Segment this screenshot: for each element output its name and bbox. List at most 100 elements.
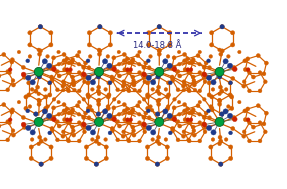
Circle shape [47, 66, 51, 69]
Circle shape [202, 65, 206, 69]
Circle shape [176, 138, 180, 142]
Circle shape [157, 85, 161, 89]
Circle shape [69, 68, 72, 71]
Circle shape [37, 99, 41, 103]
Circle shape [246, 107, 250, 111]
Circle shape [77, 139, 81, 143]
Circle shape [97, 92, 101, 96]
Circle shape [227, 63, 233, 68]
Circle shape [193, 88, 197, 92]
Circle shape [87, 66, 91, 69]
Circle shape [51, 67, 56, 72]
Circle shape [170, 67, 174, 70]
Circle shape [62, 109, 66, 113]
Circle shape [109, 67, 113, 70]
Circle shape [37, 98, 40, 102]
Circle shape [146, 59, 150, 63]
Circle shape [246, 68, 250, 71]
Circle shape [10, 110, 14, 114]
Circle shape [44, 106, 48, 110]
Circle shape [44, 138, 47, 141]
Circle shape [192, 83, 196, 87]
Circle shape [128, 71, 132, 75]
Circle shape [156, 89, 160, 93]
Circle shape [166, 81, 171, 85]
Circle shape [28, 105, 32, 108]
Circle shape [22, 125, 26, 129]
Circle shape [156, 135, 160, 139]
Circle shape [158, 92, 161, 96]
Circle shape [83, 130, 86, 134]
Circle shape [177, 50, 181, 54]
Circle shape [182, 88, 186, 92]
Circle shape [182, 130, 186, 134]
Circle shape [238, 100, 241, 104]
Circle shape [0, 124, 1, 128]
Circle shape [198, 100, 201, 104]
Circle shape [146, 145, 150, 149]
Circle shape [138, 50, 141, 54]
Circle shape [232, 115, 236, 119]
Circle shape [187, 70, 191, 73]
Circle shape [183, 59, 187, 63]
Circle shape [66, 138, 70, 142]
Circle shape [126, 88, 130, 92]
Circle shape [84, 145, 89, 149]
Circle shape [248, 71, 251, 74]
Circle shape [104, 108, 108, 112]
Circle shape [230, 31, 235, 35]
Circle shape [166, 95, 170, 99]
Circle shape [50, 126, 54, 131]
Circle shape [133, 81, 136, 84]
Circle shape [155, 139, 160, 143]
Circle shape [209, 145, 213, 149]
Circle shape [137, 71, 141, 74]
Circle shape [82, 72, 86, 77]
Circle shape [262, 72, 266, 76]
Circle shape [262, 122, 266, 126]
Circle shape [65, 107, 69, 111]
Circle shape [72, 133, 76, 137]
Circle shape [243, 109, 247, 113]
Circle shape [242, 80, 246, 84]
Circle shape [170, 76, 174, 81]
Circle shape [158, 98, 161, 102]
Circle shape [132, 83, 136, 87]
Circle shape [230, 106, 234, 110]
Circle shape [131, 108, 135, 112]
Circle shape [56, 138, 59, 142]
Circle shape [51, 117, 56, 122]
Circle shape [248, 139, 251, 143]
Circle shape [166, 106, 170, 110]
Circle shape [156, 75, 160, 79]
Circle shape [94, 139, 98, 143]
Circle shape [183, 81, 186, 84]
Circle shape [57, 50, 60, 54]
Circle shape [170, 75, 174, 79]
Circle shape [108, 31, 113, 35]
Circle shape [165, 156, 169, 160]
Circle shape [108, 43, 113, 47]
Circle shape [243, 59, 247, 63]
Circle shape [224, 138, 228, 141]
Circle shape [242, 134, 246, 138]
Circle shape [98, 52, 101, 56]
Circle shape [132, 133, 136, 137]
Circle shape [71, 75, 75, 79]
Circle shape [63, 68, 67, 72]
Circle shape [218, 135, 222, 139]
Circle shape [171, 129, 174, 133]
Circle shape [46, 63, 52, 68]
Circle shape [2, 103, 6, 107]
Circle shape [86, 93, 90, 97]
Circle shape [26, 125, 31, 131]
Circle shape [110, 79, 114, 83]
Circle shape [84, 61, 88, 65]
Circle shape [228, 145, 233, 149]
Circle shape [191, 75, 195, 79]
Circle shape [96, 75, 100, 79]
Circle shape [61, 80, 65, 84]
Circle shape [66, 120, 70, 123]
Circle shape [117, 100, 121, 104]
Circle shape [107, 66, 111, 69]
